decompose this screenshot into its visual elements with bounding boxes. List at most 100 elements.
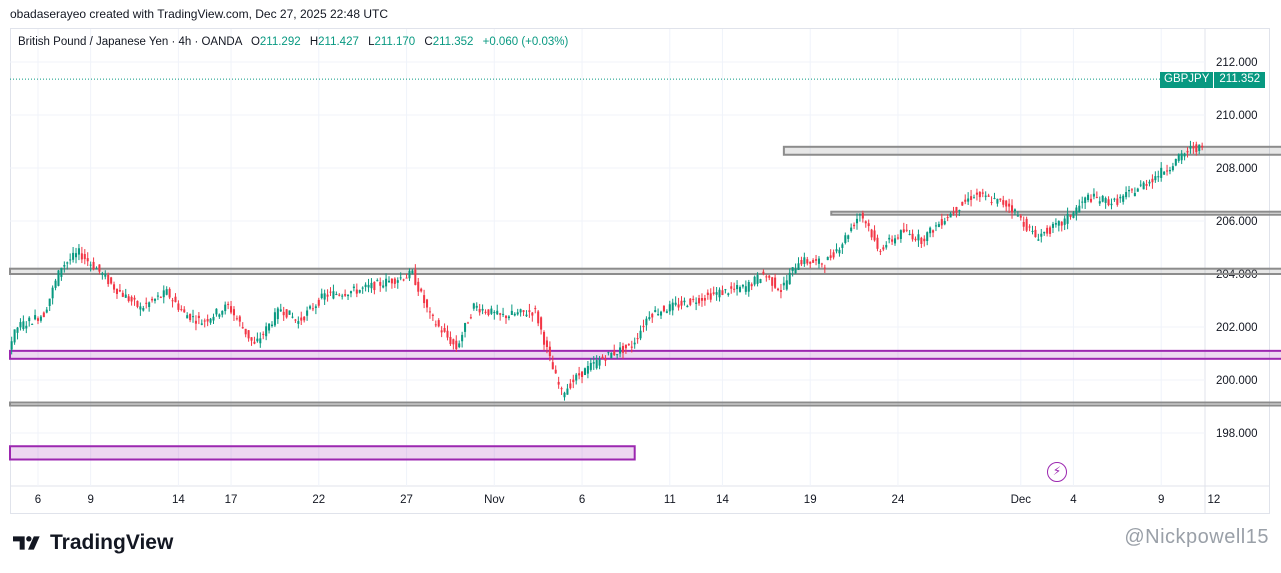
candle-body: [823, 267, 826, 269]
candle-body: [774, 277, 777, 288]
candle-body: [10, 341, 13, 350]
x-tick-label: Dec: [1011, 494, 1032, 506]
candle-body: [993, 197, 996, 199]
candle-body: [25, 325, 28, 329]
candle-body: [1139, 184, 1142, 186]
x-tick-label: 6: [579, 494, 585, 506]
candle-body: [507, 316, 510, 319]
candle-body: [461, 334, 464, 342]
candle-body: [1154, 176, 1157, 181]
candle-body: [747, 281, 750, 292]
candle-body: [636, 338, 639, 340]
candle-body: [932, 230, 935, 233]
candle-body: [481, 308, 484, 311]
candle-body: [1008, 203, 1011, 207]
candle-body: [458, 343, 461, 348]
chart-credit: obadaserayeo created with TradingView.co…: [10, 7, 388, 21]
candle-body: [297, 321, 300, 324]
candle-body: [873, 230, 876, 241]
candle-body: [718, 289, 721, 298]
candle-body: [431, 314, 434, 316]
candle-body: [861, 213, 864, 219]
candle-body: [665, 311, 668, 313]
candle-body: [698, 298, 701, 304]
candle-body: [929, 227, 932, 234]
candle-body: [1136, 188, 1139, 192]
candle-body: [1107, 199, 1110, 206]
candle-body: [999, 198, 1002, 200]
candle-body: [794, 268, 797, 274]
candle-body: [812, 259, 815, 263]
candle-body: [633, 342, 636, 345]
candle-body: [964, 199, 967, 202]
candle-body: [817, 258, 820, 264]
candle-body: [1180, 153, 1183, 161]
candle-body: [206, 319, 209, 322]
candle-body: [961, 201, 964, 206]
candle-body: [595, 360, 598, 369]
candle-body: [1005, 200, 1008, 207]
price-badge-value: 211.352: [1214, 72, 1266, 88]
brand-name: TradingView: [50, 531, 174, 554]
candle-body: [870, 229, 873, 238]
candle-body: [975, 192, 978, 195]
candle-body: [1160, 167, 1163, 178]
candle-body: [493, 311, 496, 314]
candle-body: [487, 309, 490, 316]
candle-body: [22, 321, 25, 330]
candle-body: [809, 261, 812, 264]
tradingview-brand[interactable]: TradingView: [12, 531, 173, 555]
candle-body: [440, 330, 443, 333]
candle-body: [209, 318, 212, 323]
candle-body: [306, 310, 309, 316]
candle-body: [364, 284, 367, 288]
candle-body: [177, 303, 180, 310]
candle-body: [1186, 150, 1189, 153]
candle-body: [285, 309, 288, 318]
candle-body: [1022, 221, 1025, 227]
candle-body: [382, 285, 385, 288]
candle-body: [446, 330, 449, 338]
candle-body: [1087, 194, 1090, 201]
candle-body: [215, 308, 218, 315]
candle-body: [42, 312, 45, 318]
candle-body: [218, 314, 221, 317]
candle-body: [575, 374, 578, 381]
candle-body: [212, 316, 215, 321]
tradingview-logo-icon: [13, 536, 40, 550]
candle-body: [543, 331, 546, 345]
candle-body: [405, 277, 408, 279]
candle-body: [1063, 218, 1066, 225]
candle-body: [683, 300, 686, 303]
candle-body: [396, 280, 399, 283]
candle-body: [1051, 223, 1054, 228]
y-tick-label: 212.000: [1216, 57, 1258, 69]
candle-body: [624, 344, 627, 349]
candle-body: [1110, 203, 1113, 206]
candle-body: [1095, 196, 1098, 198]
candle-body: [557, 381, 560, 385]
legend-instrument[interactable]: British Pound / Japanese Yen · 4h · OAND…: [18, 36, 242, 48]
candle-body: [1163, 171, 1166, 175]
candle-body: [806, 259, 809, 264]
candle-body: [724, 289, 727, 291]
candle-body: [262, 333, 265, 335]
candle-body: [203, 320, 206, 322]
candle-body: [1177, 154, 1180, 161]
candle-body: [355, 289, 358, 294]
candle-body: [768, 275, 771, 278]
candle-body: [519, 309, 522, 313]
candle-body: [256, 338, 259, 342]
candle-body: [777, 288, 780, 291]
lightning-icon[interactable]: ⚡: [1047, 462, 1067, 482]
candle-body: [385, 278, 388, 287]
candle-body: [996, 198, 999, 204]
candle-body: [531, 312, 534, 316]
candle-body: [60, 267, 63, 277]
candle-body: [165, 289, 168, 295]
candle-body: [174, 296, 177, 303]
candle-body: [920, 237, 923, 244]
legend-close-value: 211.352: [432, 36, 474, 48]
candle-body: [156, 295, 159, 297]
